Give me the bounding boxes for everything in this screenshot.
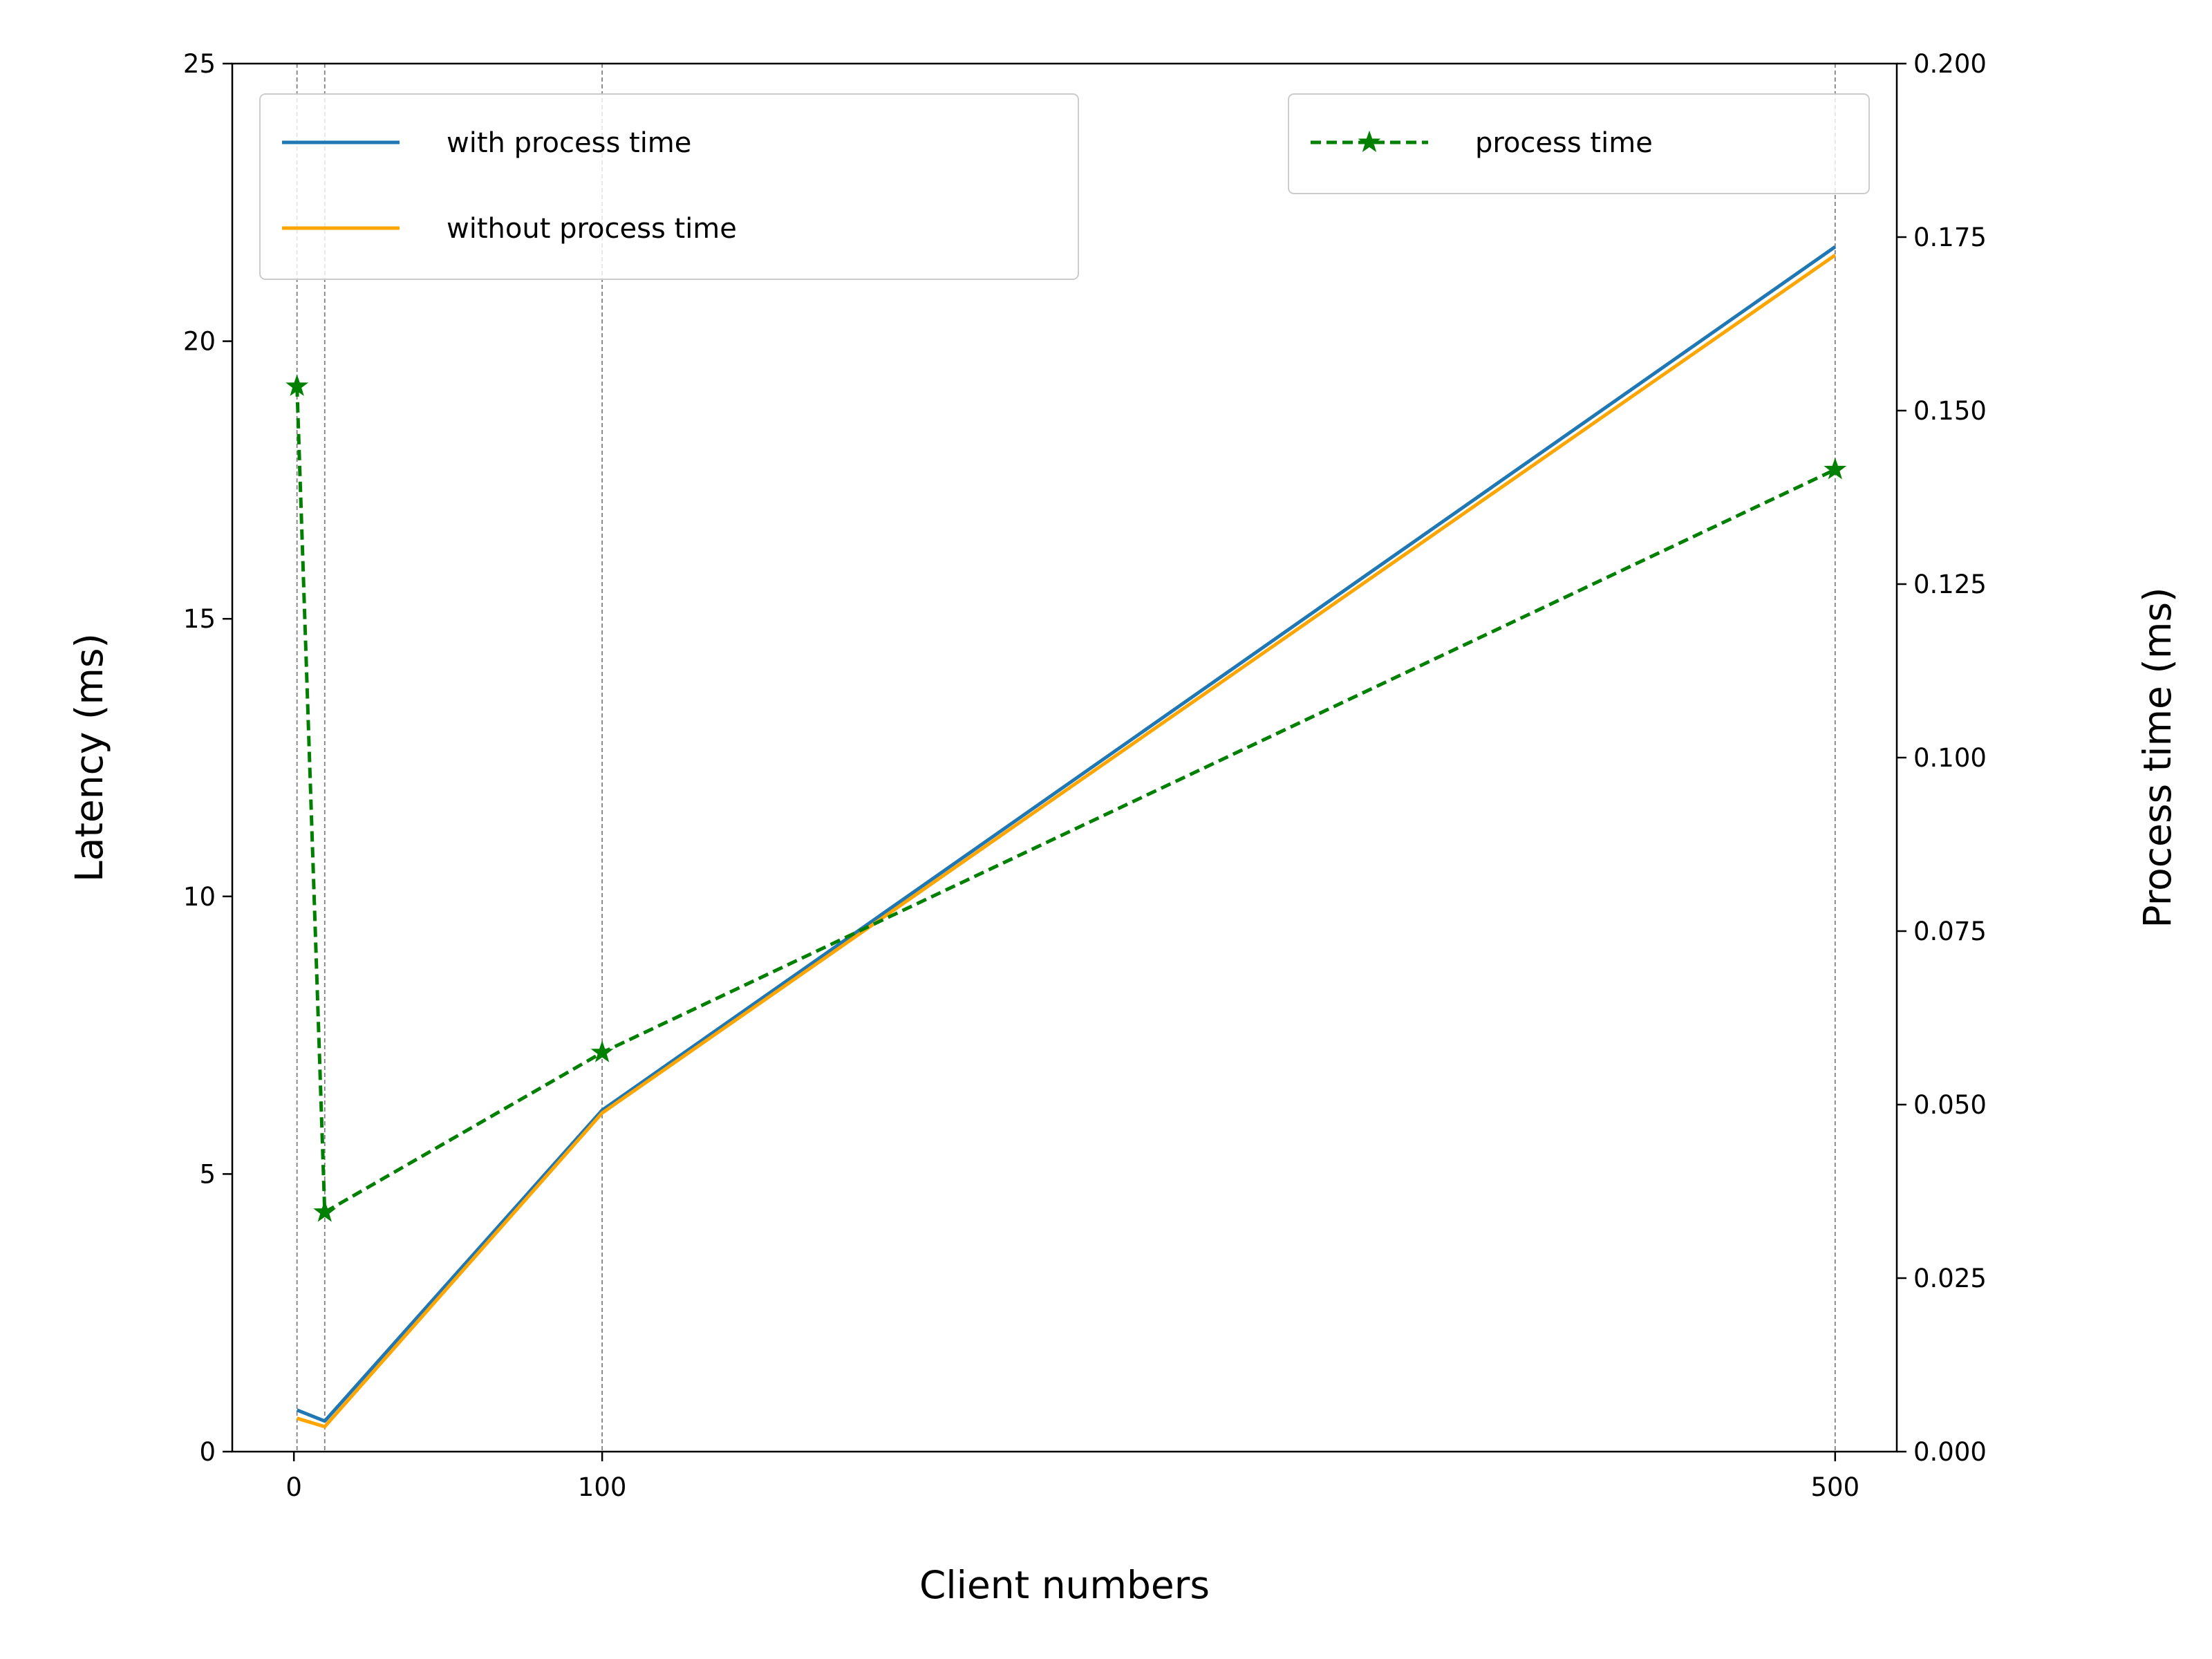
y-tick-label: 20	[183, 327, 216, 357]
legends: with process time without process time pro…	[259, 93, 1870, 280]
y2-tick-label: 0.200	[1913, 49, 1987, 79]
y-tick-label: 15	[183, 604, 216, 634]
x-axis-title: Client numbers	[919, 1563, 1210, 1607]
x-tick-label: 100	[578, 1472, 627, 1502]
y2-tick-label: 0.175	[1913, 223, 1987, 252]
legend-label: with process time	[447, 127, 691, 159]
y-tick-label: 10	[183, 882, 216, 912]
legend-frame	[1288, 93, 1870, 194]
y2-tick-label: 0.075	[1913, 917, 1987, 946]
data-point-marker	[285, 374, 309, 396]
x-axis-ticks: 0 100 500	[285, 1452, 1859, 1502]
y2-tick-label: 0.125	[1913, 570, 1987, 599]
data-point-marker	[313, 1200, 337, 1222]
right-y-axis-title: Process time (ms)	[2135, 587, 2180, 928]
y2-tick-label: 0.050	[1913, 1090, 1987, 1120]
y2-tick-label: 0.000	[1913, 1437, 1987, 1467]
series-line-with-process-time	[296, 245, 1837, 1423]
legend-frame	[259, 93, 1079, 280]
y-tick-label: 25	[183, 49, 216, 79]
series-lines	[285, 245, 1847, 1429]
y-tick-label: 5	[199, 1159, 216, 1189]
data-point-marker	[590, 1040, 614, 1062]
right-y-axis-ticks: 0.000 0.025 0.050 0.075 0.100 0.125 0.150 0.175…	[1897, 49, 1987, 1467]
x-tick-label: 500	[1811, 1472, 1860, 1502]
legend-box: with process time without process time	[259, 93, 1079, 280]
legend-box: process time	[1288, 93, 1870, 194]
x-tick-label: 0	[285, 1472, 302, 1502]
left-y-axis-ticks: 0 5 10 15 20 25	[183, 49, 232, 1467]
y-tick-label: 0	[199, 1437, 216, 1467]
y2-tick-label: 0.025	[1913, 1264, 1987, 1293]
grid-lines	[296, 64, 1836, 1452]
data-point-marker	[1824, 458, 1847, 480]
series-line-without-process-time	[296, 254, 1837, 1429]
y2-tick-label: 0.150	[1913, 396, 1987, 426]
legend-label: without process time	[447, 213, 737, 245]
legend-label: process time	[1475, 127, 1653, 159]
series-line-process-time	[295, 386, 1836, 1215]
legend-marker	[1358, 130, 1381, 152]
y2-tick-label: 0.100	[1913, 743, 1987, 773]
left-y-axis-title: Latency (ms)	[67, 633, 111, 882]
